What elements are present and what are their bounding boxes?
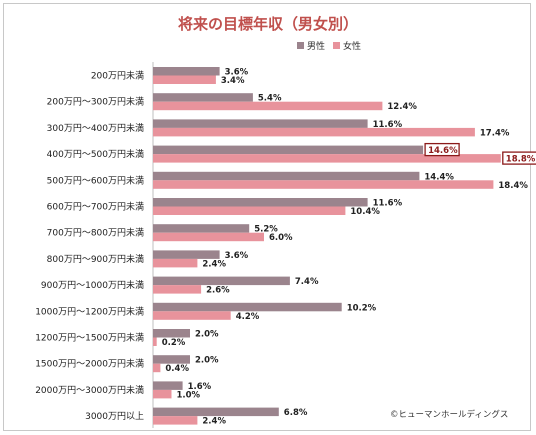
male-bar xyxy=(153,93,253,102)
male-value-label: 11.6% xyxy=(373,120,403,130)
female-value-label: 17.4% xyxy=(480,128,510,138)
female-bar xyxy=(153,363,161,373)
category-label: 1000万円～1200万円未満 xyxy=(35,305,144,317)
female-bar xyxy=(153,416,198,425)
male-bar xyxy=(153,355,190,364)
female-bar xyxy=(153,337,157,346)
highlight-box xyxy=(502,151,536,165)
credit-text: ©ヒューマンホールディングス xyxy=(390,409,508,420)
category-label: 300万円～400万円未満 xyxy=(47,122,144,134)
category-label: 600万円～700万円未満 xyxy=(47,201,144,213)
category-label: 400万円～500万円未満 xyxy=(47,148,144,160)
female-value-label: 3.4% xyxy=(221,76,245,86)
male-bar xyxy=(153,276,290,286)
female-value-label: 10.4% xyxy=(350,207,380,217)
female-bar xyxy=(153,285,202,294)
male-bar xyxy=(153,381,183,390)
female-value-label: 2.4% xyxy=(202,417,226,427)
male-bar xyxy=(153,145,424,155)
female-value-label: 2.6% xyxy=(206,286,230,296)
category-label: 900万円～1000万円未満 xyxy=(41,279,144,291)
male-bar xyxy=(153,302,342,312)
male-value-label: 5.2% xyxy=(254,225,278,235)
female-bar xyxy=(153,180,494,189)
chart-frame xyxy=(3,3,531,431)
male-value-label: 11.6% xyxy=(373,199,403,209)
male-bar xyxy=(153,67,220,76)
value-labels: 3.6%3.4%5.4%12.4%11.6%17.4%14.6%18.8%14.… xyxy=(162,68,536,427)
female-value-label: 0.4% xyxy=(165,364,189,374)
male-bar xyxy=(153,171,420,181)
male-value-label: 7.4% xyxy=(295,277,319,287)
female-bar xyxy=(153,206,346,215)
male-bar xyxy=(153,119,368,128)
male-bar xyxy=(153,329,190,338)
female-bar xyxy=(153,154,501,163)
female-bar xyxy=(153,389,172,399)
female-bar xyxy=(153,75,216,84)
male-bar xyxy=(153,224,250,233)
female-bar xyxy=(153,101,383,111)
male-bar xyxy=(153,198,368,207)
legend-male-label: 男性 xyxy=(307,40,325,52)
category-label: 2000万円～3000万円未満 xyxy=(35,384,144,396)
female-value-label: 12.4% xyxy=(387,102,417,112)
male-value-label: 2.0% xyxy=(195,356,219,366)
female-bar xyxy=(153,258,198,268)
male-value-label: 2.0% xyxy=(195,330,219,340)
male-value-label: 6.8% xyxy=(284,408,308,418)
male-bar xyxy=(153,250,220,259)
female-value-label: 6.0% xyxy=(269,233,293,243)
male-value-label: 10.2% xyxy=(347,303,377,313)
legend-male-swatch xyxy=(297,42,304,49)
category-label: 1200万円～1500万円未満 xyxy=(35,332,144,344)
bars xyxy=(153,67,501,425)
legend-female-label: 女性 xyxy=(343,40,361,52)
male-value-label: 14.6% xyxy=(428,146,458,156)
category-label: 200万円未満 xyxy=(91,70,144,82)
category-label: 700万円～800万円未満 xyxy=(47,227,144,239)
female-bar xyxy=(153,311,231,320)
female-bar xyxy=(153,232,264,242)
chart-title: 将来の目標年収（男女別） xyxy=(178,15,358,33)
category-labels: 200万円未満 200万円～300万円未満 300万円～400万円未満 400万円～5… xyxy=(35,70,144,423)
male-value-label: 1.6% xyxy=(188,382,212,392)
category-label: 800万円～900万円未満 xyxy=(47,253,144,265)
highlight-box xyxy=(424,142,460,157)
female-value-label: 4.2% xyxy=(236,312,260,322)
female-value-label: 18.8% xyxy=(506,155,536,165)
female-value-label: 1.0% xyxy=(177,390,201,400)
female-value-label: 2.4% xyxy=(202,259,226,269)
category-label: 3000万円以上 xyxy=(85,411,144,422)
category-label: 500万円～600万円未満 xyxy=(47,174,144,186)
male-value-label: 3.6% xyxy=(225,251,249,261)
category-label: 1500万円～2000万円未満 xyxy=(35,358,144,370)
legend-female-swatch xyxy=(333,42,340,49)
female-value-label: 18.4% xyxy=(498,181,528,191)
male-value-label: 3.6% xyxy=(225,68,249,78)
male-value-label: 5.4% xyxy=(258,94,282,104)
category-label: 200万円～300万円未満 xyxy=(47,96,144,108)
female-value-label: 0.2% xyxy=(162,338,186,348)
legend: 男性 女性 xyxy=(297,40,361,52)
male-bar xyxy=(153,407,279,417)
male-value-label: 14.4% xyxy=(424,172,454,182)
female-bar xyxy=(153,127,475,137)
